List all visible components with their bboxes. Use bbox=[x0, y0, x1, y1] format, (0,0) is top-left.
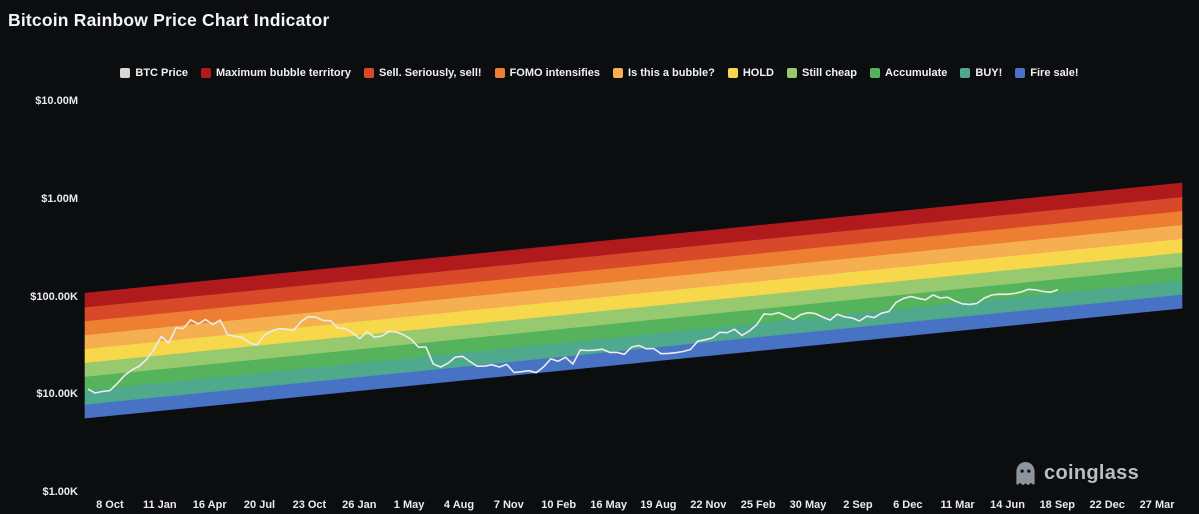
legend-item-maximum-bubble-territory[interactable]: Maximum bubble territory bbox=[200, 67, 352, 79]
x-axis-label: 8 Oct bbox=[96, 499, 124, 511]
legend-label: Still cheap bbox=[802, 67, 858, 79]
legend-item-fomo-intensifies[interactable]: FOMO intensifies bbox=[494, 67, 601, 79]
legend-swatch bbox=[120, 68, 131, 78]
x-axis-label: 19 Aug bbox=[640, 499, 677, 511]
legend-label: Fire sale! bbox=[1030, 67, 1079, 79]
x-axis-label: 4 Aug bbox=[443, 499, 475, 511]
legend-label: Maximum bubble territory bbox=[215, 67, 352, 79]
x-axis: 8 Oct 11 Jan 16 Apr 20 Jul 23 Oct 26 Jan 1 May… bbox=[0, 499, 1199, 514]
y-axis-label: $1.00K bbox=[42, 486, 78, 498]
legend-item-accumulate[interactable]: Accumulate bbox=[870, 67, 947, 79]
x-axis-label: 11 Jan bbox=[142, 499, 177, 511]
legend-item-fire-sale[interactable]: Fire sale! bbox=[1015, 67, 1079, 79]
y-axis-label: $10.00K bbox=[36, 388, 78, 401]
legend-item-still-cheap[interactable]: Still cheap bbox=[787, 67, 857, 79]
rainbow-band-maximum-bubble-territory bbox=[84, 182, 1183, 308]
y-axis-label: $10.00M bbox=[35, 95, 78, 107]
legend-swatch bbox=[960, 68, 971, 78]
legend-label: FOMO intensifies bbox=[509, 67, 601, 79]
x-axis-label: 25 Feb bbox=[740, 499, 776, 511]
x-axis-label: 22 Dec bbox=[1089, 499, 1125, 511]
legend-item-is-this-a-bubble[interactable]: Is this a bubble? bbox=[613, 67, 715, 79]
legend-swatch bbox=[613, 68, 624, 78]
legend-swatch bbox=[727, 68, 738, 78]
x-axis-label: 18 Sep bbox=[1039, 499, 1076, 511]
x-axis-label: 6 Dec bbox=[893, 499, 923, 511]
legend-swatch bbox=[1015, 68, 1026, 78]
x-axis-label: 16 Apr bbox=[192, 499, 227, 511]
btc-price-line bbox=[87, 288, 1059, 394]
x-axis-label: 7 Nov bbox=[493, 499, 524, 511]
legend-item-buy[interactable]: BUY! bbox=[960, 67, 1002, 79]
x-axis-label: 30 May bbox=[789, 499, 827, 511]
coinglass-logo-text: coinglass bbox=[1044, 462, 1139, 484]
legend-label: BTC Price bbox=[135, 67, 188, 79]
legend-label: Sell. Seriously, sell! bbox=[379, 67, 482, 79]
x-axis-label: 10 Feb bbox=[541, 499, 577, 511]
x-axis-label: 2 Sep bbox=[843, 499, 873, 511]
legend-label: Accumulate bbox=[885, 67, 948, 79]
y-axis: $10.00M $1.00M $100.00K $10.00K $1.00K bbox=[0, 0, 78, 514]
x-axis-label: 11 Mar bbox=[940, 499, 975, 511]
coinglass-logo-icon bbox=[1016, 462, 1035, 486]
legend-item-sell-seriously-sell[interactable]: Sell. Seriously, sell! bbox=[364, 67, 482, 79]
x-axis-label: 20 Jul bbox=[243, 499, 276, 511]
legend-swatch bbox=[200, 68, 211, 78]
x-axis-label: 23 Oct bbox=[292, 499, 327, 511]
legend-swatch bbox=[364, 68, 375, 78]
legend-swatch bbox=[787, 68, 797, 78]
x-axis-label: 16 May bbox=[590, 499, 627, 511]
legend-label: Is this a bubble? bbox=[628, 67, 715, 79]
x-axis-label: 14 Jun bbox=[990, 499, 1025, 511]
legend-swatch bbox=[494, 68, 505, 78]
y-axis-label: $100.00K bbox=[30, 290, 78, 303]
legend-item-btc-price[interactable]: BTC Price bbox=[120, 67, 188, 79]
x-axis-label: 27 Mar bbox=[1139, 499, 1175, 511]
y-axis-label: $1.00M bbox=[41, 192, 78, 205]
legend-label: BUY! bbox=[975, 67, 1003, 79]
page-title: Bitcoin Rainbow Price Chart Indicator bbox=[8, 10, 330, 30]
coinglass-watermark[interactable]: coinglass bbox=[1014, 461, 1139, 486]
x-axis-label: 22 Nov bbox=[690, 499, 727, 511]
chart-legend: BTC Price Maximum bubble territory Sell. S… bbox=[0, 67, 1199, 79]
legend-label: HOLD bbox=[742, 67, 774, 79]
legend-item-hold[interactable]: HOLD bbox=[727, 67, 774, 79]
x-axis-label: 1 May bbox=[393, 499, 425, 511]
x-axis-label: 26 Jan bbox=[342, 499, 377, 511]
legend-swatch bbox=[870, 68, 881, 78]
